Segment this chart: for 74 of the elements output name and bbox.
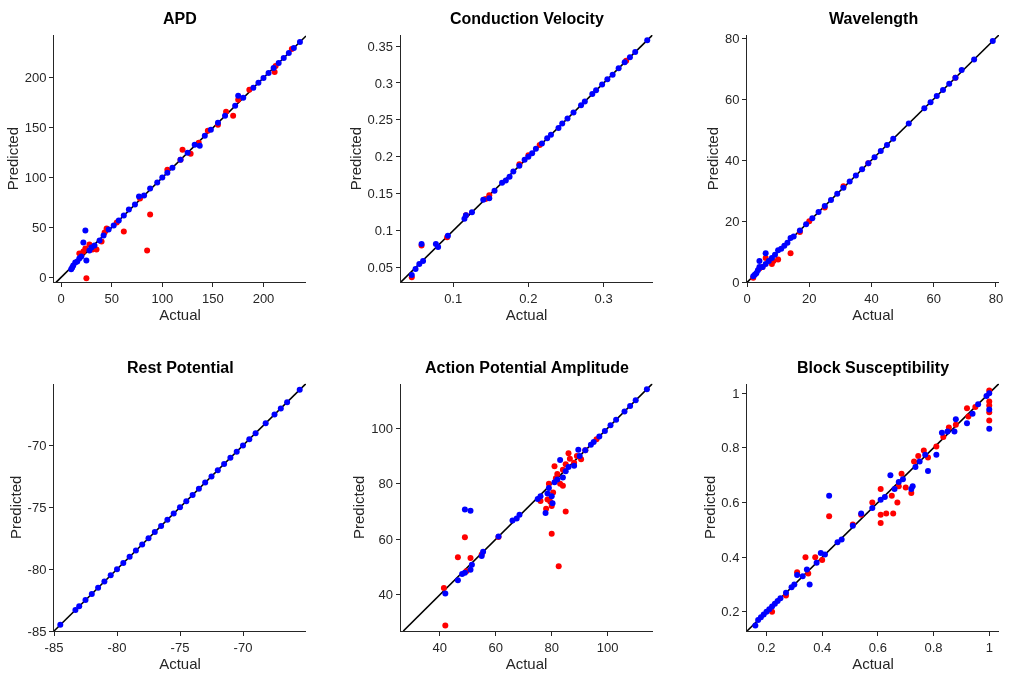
- x-tick-label: 0.6: [868, 639, 887, 655]
- x-tick-label: 40: [432, 639, 447, 655]
- x-tick-label: 40: [864, 290, 879, 306]
- chart-title: Action Potential Amplitude: [425, 359, 629, 376]
- x-tick-label: 0.3: [594, 290, 613, 306]
- y-tick-label: 40: [724, 152, 740, 168]
- x-tick-label: -70: [233, 639, 253, 655]
- x-axis-title: Actual: [505, 305, 548, 323]
- y-tick-label: 100: [371, 420, 393, 436]
- y-axis-title: Predicted: [704, 126, 722, 191]
- x-axis-title: Actual: [505, 654, 548, 672]
- y-axis-title: Predicted: [350, 475, 368, 540]
- y-axis-title: Predicted: [6, 475, 24, 540]
- x-tick-label: -85: [44, 639, 64, 655]
- y-tick-label: 0.8: [721, 440, 740, 456]
- x-tick-label: -80: [107, 639, 127, 655]
- y-tick-label: 150: [24, 120, 47, 136]
- x-tick-label: 50: [104, 290, 119, 306]
- x-tick-label: 150: [202, 290, 224, 306]
- x-tick-label: 0.8: [924, 639, 943, 655]
- y-tick-label: 40: [378, 587, 393, 603]
- y-tick-label: -70: [27, 438, 47, 454]
- x-axis-title: Actual: [852, 305, 894, 323]
- chart-title: Wavelength: [829, 10, 919, 27]
- y-tick-label: 0.2: [374, 149, 393, 165]
- x-tick-label: 0.4: [813, 639, 832, 655]
- y-tick-label: -80: [27, 561, 47, 577]
- x-axis-title: Actual: [159, 654, 201, 672]
- y-tick-label: 80: [378, 476, 393, 492]
- x-tick-label: 100: [151, 290, 174, 306]
- y-tick-label: 0: [39, 269, 47, 285]
- y-tick-label: 0.2: [721, 604, 740, 620]
- x-tick-label: 60: [488, 639, 503, 655]
- y-axis-title: Predicted: [346, 126, 364, 191]
- x-tick-label: 60: [926, 290, 941, 306]
- x-tick-label: 1: [985, 639, 993, 655]
- x-tick-label: 20: [801, 290, 817, 306]
- x-tick-label: 100: [596, 639, 619, 655]
- chart-title: Conduction Velocity: [450, 10, 604, 27]
- y-tick-label: -75: [27, 499, 47, 515]
- y-tick-label: 0: [732, 274, 740, 290]
- x-tick-label: 0: [743, 290, 751, 306]
- x-tick-label: 80: [544, 639, 559, 655]
- y-tick-label: 0.05: [367, 260, 393, 276]
- x-tick-label: 0.1: [444, 290, 463, 306]
- y-tick-label: 100: [24, 170, 47, 186]
- y-tick-label: 50: [31, 220, 47, 236]
- y-tick-label: 20: [724, 213, 740, 229]
- chart-title: Block Susceptibility: [797, 359, 950, 376]
- y-tick-label: 60: [378, 531, 393, 547]
- x-tick-label: 0.2: [757, 639, 776, 655]
- y-tick-label: 0.1: [374, 223, 393, 239]
- x-tick-label: 0.2: [519, 290, 538, 306]
- x-tick-label: 0: [57, 290, 65, 306]
- chart-title: Rest Potential: [127, 359, 234, 376]
- x-tick-label: -75: [170, 639, 190, 655]
- y-tick-label: 0.35: [367, 38, 393, 54]
- x-axis-title: Actual: [159, 305, 201, 323]
- y-tick-label: 0.3: [374, 75, 393, 91]
- y-axis-title: Predicted: [700, 475, 718, 540]
- y-tick-label: 0.15: [367, 186, 393, 202]
- chart-title: APD: [163, 10, 197, 27]
- x-tick-label: 200: [252, 290, 275, 306]
- y-tick-label: 0.25: [367, 112, 393, 128]
- y-tick-label: 80: [724, 30, 740, 46]
- y-tick-label: 0.6: [721, 495, 740, 511]
- y-tick-label: 1: [732, 385, 740, 401]
- y-tick-label: 200: [24, 70, 47, 86]
- x-axis-title: Actual: [852, 654, 894, 672]
- y-tick-label: 60: [724, 91, 740, 107]
- y-tick-label: -85: [27, 623, 47, 639]
- x-tick-label: 80: [988, 290, 1004, 306]
- y-axis-title: Predicted: [3, 126, 21, 191]
- y-tick-label: 0.4: [721, 549, 740, 565]
